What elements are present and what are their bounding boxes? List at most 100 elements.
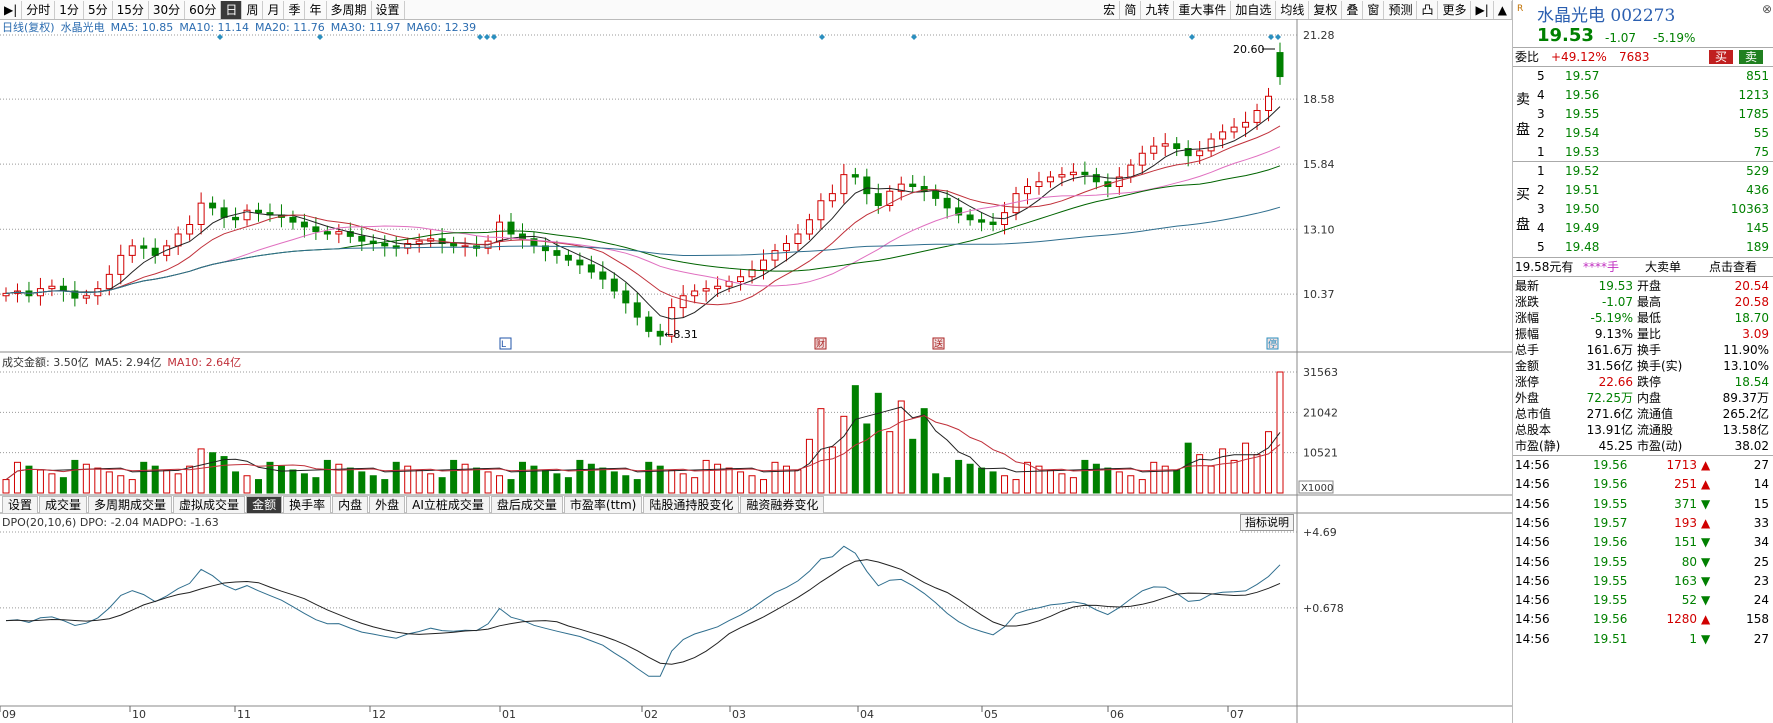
indicator-tab-0[interactable]: 设置 xyxy=(2,496,39,513)
ask-price: 19.57 xyxy=(1565,69,1600,83)
period-button-11[interactable]: 多周期 xyxy=(327,0,372,19)
buy-side-label: 买盘 xyxy=(1516,187,1530,233)
period-button-8[interactable]: 月 xyxy=(263,0,285,19)
scroll-up-icon[interactable]: ▲ xyxy=(1494,0,1512,19)
volume-bar xyxy=(1127,475,1135,494)
indicator-tab-4[interactable]: 金额 xyxy=(246,496,283,513)
tick-time: 14:56 xyxy=(1515,496,1550,511)
tick-volume: 80 xyxy=(1681,554,1697,569)
candle-body xyxy=(1092,174,1100,183)
volume-bar xyxy=(36,469,44,494)
bid-level: 1 xyxy=(1537,164,1545,178)
volume-bar xyxy=(82,463,90,494)
tool-button-11[interactable]: 更多 xyxy=(1438,0,1472,19)
sell-button[interactable]: 卖 xyxy=(1739,50,1764,64)
candle-body xyxy=(737,276,745,282)
volume-bar xyxy=(691,477,699,494)
volume-bar xyxy=(415,469,423,494)
tick-price: 19.57 xyxy=(1593,515,1628,530)
indicator-tab-1[interactable]: 成交量 xyxy=(39,496,88,513)
volume-bar xyxy=(978,467,986,494)
candle-body xyxy=(1242,121,1250,128)
prev-icon[interactable]: ▶| xyxy=(0,0,23,19)
info-bar-view-link[interactable]: 点击查看 xyxy=(1709,260,1758,274)
next-icon[interactable]: ▶| xyxy=(1471,0,1494,19)
low-price-label: ←8.31 xyxy=(664,328,698,341)
period-button-6[interactable]: 日 xyxy=(221,0,243,19)
stat-value-2: 13.10% xyxy=(1723,359,1769,373)
period-button-9[interactable]: 季 xyxy=(284,0,306,19)
event-diamond-icon xyxy=(477,34,483,40)
event-diamond-icon xyxy=(317,34,323,40)
ask-row: 4 19.56 1213 xyxy=(1513,86,1773,104)
volume-bar xyxy=(507,479,515,494)
tool-button-7[interactable]: 叠 xyxy=(1342,0,1364,19)
period-button-3[interactable]: 15分 xyxy=(113,0,149,19)
stat-value: 72.25万 xyxy=(1586,391,1633,405)
indicator-tab-2[interactable]: 多周期成交量 xyxy=(88,496,173,513)
tool-button-9[interactable]: 预测 xyxy=(1384,0,1418,19)
candle-body xyxy=(1265,95,1273,112)
tool-button-1[interactable]: 简 xyxy=(1120,0,1142,19)
indicator-tab-6[interactable]: 内盘 xyxy=(332,496,369,513)
indicator-tab-10[interactable]: 市盈率(ttm) xyxy=(563,496,643,513)
tick-count: 27 xyxy=(1753,631,1769,646)
period-button-5[interactable]: 60分 xyxy=(185,0,222,19)
candle-body xyxy=(312,226,320,233)
stat-row: 外盘 72.25万 内盘 89.37万 xyxy=(1513,389,1773,407)
tool-button-5[interactable]: 均线 xyxy=(1276,0,1310,19)
candle-body xyxy=(507,221,515,235)
price-axis-label: 13.10 xyxy=(1303,223,1335,236)
candle-body xyxy=(714,285,722,290)
tick-row: 14:56 19.56 1713 ▲ 27 xyxy=(1513,456,1773,474)
indicator-tab-12[interactable]: 融资融券变化 xyxy=(740,496,825,513)
indicator-tab-9[interactable]: 盘后成交量 xyxy=(490,496,563,513)
bid-volume: 529 xyxy=(1746,164,1769,178)
period-button-2[interactable]: 5分 xyxy=(84,0,113,19)
tool-button-0[interactable]: 宏 xyxy=(1099,0,1121,19)
volume-bar xyxy=(186,465,194,494)
close-panel-icon[interactable]: ⊗ xyxy=(1761,2,1772,16)
bid-row: 4 19.49 145 xyxy=(1513,219,1773,237)
indicator-tab-7[interactable]: 外盘 xyxy=(369,496,406,513)
indicator-tab-8[interactable]: AI立桩成交量 xyxy=(406,496,490,513)
event-marker-box xyxy=(499,337,512,350)
tool-button-2[interactable]: 九转 xyxy=(1141,0,1175,19)
tick-row: 14:56 19.56 151 ▼ 34 xyxy=(1513,533,1773,551)
stat-label: 总手 xyxy=(1515,343,1540,357)
tool-button-4[interactable]: 加自选 xyxy=(1231,0,1277,19)
tool-button-10[interactable]: 凸 xyxy=(1417,0,1439,19)
volume-bar xyxy=(496,475,504,494)
volume-bar xyxy=(266,461,274,494)
tool-button-6[interactable]: 复权 xyxy=(1309,0,1343,19)
volume-bar xyxy=(760,479,768,494)
candle-body xyxy=(966,214,974,221)
indicator-tab-11[interactable]: 陆股通持股变化 xyxy=(643,496,740,513)
indicator-tab-5[interactable]: 换手率 xyxy=(283,496,332,513)
candle-body xyxy=(805,219,813,235)
period-button-4[interactable]: 30分 xyxy=(149,0,186,19)
up-arrow-icon: ▲ xyxy=(1701,515,1711,530)
candle-body xyxy=(1253,110,1261,123)
volume-bar xyxy=(174,473,182,494)
date-axis-label: 06 xyxy=(1110,708,1124,721)
period-button-12[interactable]: 设置 xyxy=(372,0,405,19)
period-button-10[interactable]: 年 xyxy=(305,0,327,19)
volume-bar xyxy=(255,479,263,494)
candle-body xyxy=(358,235,366,242)
buy-button[interactable]: 买 xyxy=(1709,50,1734,64)
volume-bar xyxy=(335,463,343,494)
candle-body xyxy=(576,259,584,266)
candle-body xyxy=(1219,131,1227,140)
date-axis-label: 11 xyxy=(237,708,251,721)
indicator-help-button[interactable]: 指标说明 xyxy=(1240,514,1294,531)
period-button-7[interactable]: 周 xyxy=(242,0,264,19)
period-button-0[interactable]: 分时 xyxy=(22,0,56,19)
volume-bar xyxy=(564,477,572,494)
period-button-1[interactable]: 1分 xyxy=(55,0,84,19)
stat-value: -5.19% xyxy=(1590,311,1633,325)
tool-button-8[interactable]: 窗 xyxy=(1363,0,1385,19)
indicator-tab-3[interactable]: 虚拟成交量 xyxy=(173,496,246,513)
stat-label: 总股本 xyxy=(1515,423,1552,437)
tool-button-3[interactable]: 重大事件 xyxy=(1174,0,1232,19)
